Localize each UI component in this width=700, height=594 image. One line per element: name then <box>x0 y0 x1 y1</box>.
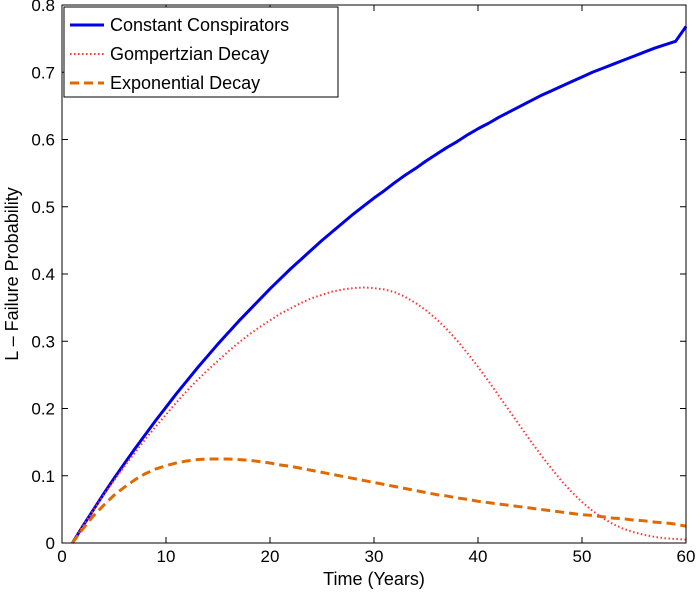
x-tick-label: 60 <box>677 547 696 566</box>
y-tick-label: 0.3 <box>31 332 55 351</box>
series-line-constant-conspirators <box>71 25 688 544</box>
x-tick-label: 30 <box>365 547 384 566</box>
series-line-exponential-decay <box>71 457 687 544</box>
x-tick-label: 0 <box>57 547 66 566</box>
x-tick-label: 10 <box>157 547 176 566</box>
series-line-gompertzian-decay <box>71 286 687 544</box>
axes-layer: 0 10 20 30 40 50 60 0 0.1 0.2 0.3 0.4 0.5 0.6 0.7 0.8 <box>31 0 695 566</box>
y-tick-label: 0.8 <box>31 0 55 15</box>
legend-label: Exponential Decay <box>110 73 260 93</box>
legend-label: Constant Conspirators <box>110 15 289 35</box>
x-tick-label: 40 <box>469 547 488 566</box>
legend: Constant Conspirators Gompertzian Decay Ex… <box>63 6 339 98</box>
y-tick-label: 0.6 <box>31 131 55 150</box>
y-tick-label: 0.2 <box>31 400 55 419</box>
y-tick-label: 0.1 <box>31 467 55 486</box>
y-tick-label: 0 <box>46 534 55 553</box>
x-tick-label: 50 <box>573 547 592 566</box>
y-tick-label: 0.4 <box>31 265 55 284</box>
x-axis-title: Time (Years) <box>323 569 425 589</box>
y-tick-label: 0.5 <box>31 198 55 217</box>
legend-box <box>63 6 339 98</box>
series-layer <box>71 25 688 544</box>
y-tick-label: 0.7 <box>31 63 55 82</box>
x-tick-label: 20 <box>261 547 280 566</box>
y-axis-title: L – Failure Probability <box>2 187 22 360</box>
legend-label: Gompertzian Decay <box>110 44 269 64</box>
